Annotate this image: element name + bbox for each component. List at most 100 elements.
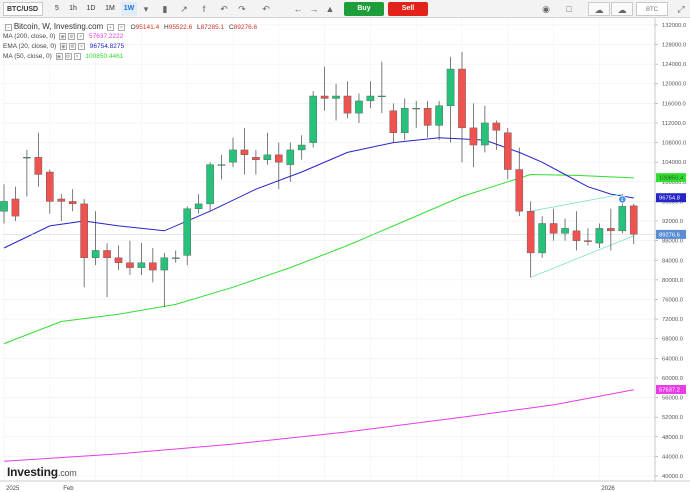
price-axis: 132000.0 128000.0 124000.0 120000.0 116000.0… xyxy=(0,18,690,482)
candles-icon[interactable]: ▮ xyxy=(162,4,168,14)
candle-body xyxy=(538,223,546,254)
y-tick-label: 132000.0 xyxy=(662,23,686,29)
fx-icon[interactable]: f xyxy=(202,4,206,14)
candle-body xyxy=(309,95,317,143)
candle-body xyxy=(332,95,340,99)
candle-body xyxy=(34,157,43,175)
ohlc-low-value: 87285.1 xyxy=(200,24,225,31)
undo-icon[interactable]: ↶ xyxy=(262,4,270,14)
cloud-download-icon[interactable]: ☁ xyxy=(588,2,610,16)
ohlc-low-key: L xyxy=(197,24,201,31)
y-tick-label: 64000.0 xyxy=(662,356,683,362)
alert-icon[interactable]: ▲ xyxy=(325,4,335,14)
candle-body xyxy=(297,144,306,151)
legend-collapse-icon[interactable]: − xyxy=(5,23,12,31)
indicator-icon[interactable]: ↗ xyxy=(180,4,188,14)
candle-body xyxy=(286,149,295,165)
logo-main: Investing xyxy=(7,465,58,479)
eye-icon[interactable]: ◉ xyxy=(59,32,67,40)
legend-indicator-ema20[interactable]: EMA (20, close, 0) ◉ ⚙ × 96754.8275 xyxy=(3,42,260,52)
candle-body xyxy=(366,95,375,102)
candle-body xyxy=(149,262,157,271)
y-tick-label: 80000.0 xyxy=(662,278,683,284)
indicator-label: MA (200, close, 0) xyxy=(3,33,56,40)
candle-body xyxy=(435,105,443,126)
timeframe-5[interactable]: 5 xyxy=(55,5,59,12)
y-tick-label: 108000.0 xyxy=(662,141,686,147)
legend-settings-icon[interactable]: • xyxy=(107,23,114,31)
redo-icon[interactable]: → xyxy=(309,4,319,14)
y-tick-label: 56000.0 xyxy=(662,396,683,402)
investing-logo: Investing.com xyxy=(7,465,77,479)
candle-body xyxy=(80,203,88,259)
x-tick-label: Feb xyxy=(63,486,74,492)
symbol-search-input[interactable]: BTC/USD xyxy=(3,2,43,16)
currency-selector[interactable]: BTC xyxy=(636,2,668,16)
ohlc-high-key: H xyxy=(164,24,169,31)
candle-body xyxy=(320,95,329,99)
candle-body xyxy=(103,250,111,259)
candle-body xyxy=(23,157,31,159)
x-tick-label: 2026 xyxy=(601,486,615,492)
candle-body xyxy=(618,206,627,232)
candle-body xyxy=(400,108,409,133)
axis-price-marker-label: 89276.6 xyxy=(659,232,680,238)
candle-body xyxy=(549,223,558,234)
y-tick-label: 124000.0 xyxy=(662,62,686,68)
y-tick-label: 48000.0 xyxy=(662,435,683,441)
candle-body xyxy=(171,257,180,259)
axis-price-marker-label: 96754.8 xyxy=(659,196,680,202)
candle-body xyxy=(183,208,192,256)
camera-icon[interactable]: ◉ xyxy=(542,4,550,14)
layout-icon[interactable]: □ xyxy=(566,4,572,14)
y-tick-label: 52000.0 xyxy=(662,415,683,421)
legend-indicator-ma200[interactable]: MA (200, close, 0) ◉ ⚙ × 57637.2222 xyxy=(3,32,260,42)
gear-icon[interactable]: ⚙ xyxy=(64,52,72,60)
timeframe-1m[interactable]: 1M xyxy=(105,5,115,12)
y-tick-label: 40000.0 xyxy=(662,474,683,480)
eye-icon[interactable]: ◉ xyxy=(55,52,63,60)
indicator-lines xyxy=(2,137,655,462)
candle-body xyxy=(389,110,398,133)
buy-button[interactable]: Buy xyxy=(344,2,384,16)
axis-price-marker xyxy=(656,385,686,395)
ohlc-open-value: 95141.4 xyxy=(135,24,160,31)
candle-body xyxy=(492,122,501,131)
timeframe-1w[interactable]: 1W xyxy=(121,2,137,16)
chevron-down-icon[interactable]: ▾ xyxy=(143,4,149,14)
y-tick-label: 96000.0 xyxy=(662,199,683,205)
redo-icon[interactable]: ↷ xyxy=(238,4,246,14)
legend-close-icon[interactable]: × xyxy=(117,23,125,31)
gear-icon[interactable]: ⚙ xyxy=(68,42,76,50)
y-tick-label: 88000.0 xyxy=(662,239,683,245)
candle-body xyxy=(629,205,638,235)
eye-icon[interactable]: ◉ xyxy=(59,42,67,50)
candle-body xyxy=(11,198,20,217)
event-badge-label: 4 xyxy=(621,197,624,203)
fullscreen-icon[interactable]: ⤢ xyxy=(677,4,685,14)
axis-price-marker xyxy=(656,193,686,203)
candle-body xyxy=(481,122,489,146)
candle-body xyxy=(252,157,260,160)
undo-icon[interactable]: ↶ xyxy=(220,4,228,14)
undo-icon[interactable]: ← xyxy=(293,4,303,14)
sell-button[interactable]: Sell xyxy=(388,2,428,16)
close-icon[interactable]: × xyxy=(73,52,81,60)
timeframe-1h[interactable]: 1h xyxy=(69,5,77,12)
axis-price-marker-label: 57637.2 xyxy=(659,388,680,394)
candle-body xyxy=(229,149,237,163)
gear-icon[interactable]: ⚙ xyxy=(68,32,76,40)
close-icon[interactable]: × xyxy=(77,42,85,50)
cloud-upload-icon[interactable]: ☁ xyxy=(611,2,633,16)
price-chart[interactable]: 4 132000.0 128000.0 124000.0 120000.0 116000… xyxy=(0,18,690,492)
axis-price-marker xyxy=(656,229,686,239)
timeframe-1d[interactable]: 1D xyxy=(86,5,96,12)
candle-body xyxy=(584,240,592,242)
y-tick-label: 128000.0 xyxy=(662,43,686,49)
y-tick-label: 44000.0 xyxy=(662,454,683,460)
close-icon[interactable]: × xyxy=(77,32,85,40)
ma200-line xyxy=(3,389,634,462)
legend-indicator-ma50[interactable]: MA (50, close, 0) ◉ ⚙ × 100850.4461 xyxy=(3,52,260,62)
candle-body xyxy=(412,108,421,110)
indicator-value: 57637.2222 xyxy=(89,33,124,40)
